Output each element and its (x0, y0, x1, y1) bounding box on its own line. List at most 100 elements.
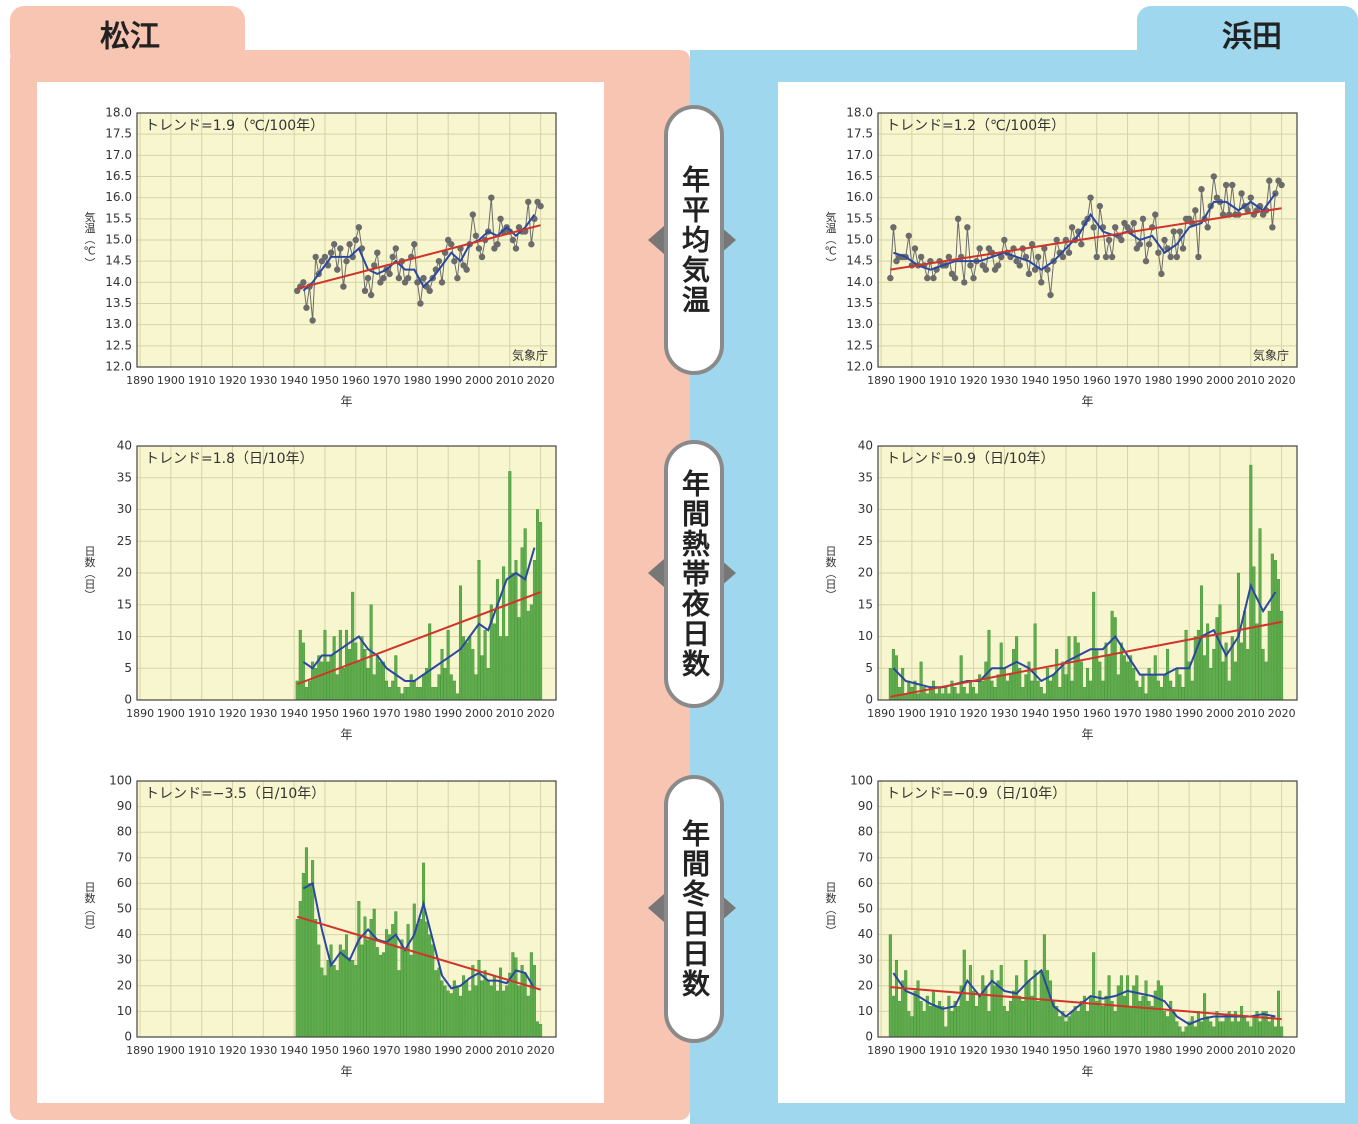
bar (965, 693, 969, 701)
y-tick-label: 14.0 (846, 275, 873, 289)
data-point (404, 274, 412, 282)
x-tick-label: 1940 (1021, 374, 1049, 387)
bar (1052, 674, 1056, 701)
data-point (414, 279, 421, 286)
bar (1203, 993, 1207, 1038)
bar (532, 560, 536, 701)
bar (1169, 680, 1173, 701)
bar (1221, 1021, 1225, 1038)
bar (495, 990, 499, 1038)
x-tick-label: 2000 (1206, 374, 1234, 387)
data-point (454, 274, 461, 282)
y-tick-label: 16.5 (105, 169, 132, 183)
data-point (327, 249, 335, 256)
data-point (1096, 202, 1104, 210)
bar (1240, 1006, 1244, 1038)
bar (919, 1000, 923, 1038)
x-tick-label: 1990 (434, 1044, 462, 1057)
bar (323, 629, 327, 701)
y-tick-label: 15.0 (105, 233, 132, 247)
y-tick-label: 60 (858, 876, 873, 890)
row-label: 年間熱帯夜日数 (664, 440, 724, 708)
bar (458, 585, 463, 701)
bar (993, 687, 997, 701)
y-tick-label: 10 (117, 1004, 132, 1018)
x-tick-label: 2000 (1206, 1044, 1234, 1057)
bar (452, 680, 456, 701)
x-tick-label: 2020 (1268, 707, 1296, 720)
y-tick-label: 17.5 (105, 127, 132, 141)
x-tick-label: 1960 (342, 707, 370, 720)
x-tick-label: 1930 (990, 707, 1018, 720)
bar (1166, 1016, 1170, 1038)
bar (431, 944, 435, 1038)
y-tick-label: 90 (858, 799, 873, 813)
bar (1212, 1026, 1216, 1038)
data-point (355, 224, 363, 231)
x-tick-label: 1980 (1144, 374, 1172, 387)
y-tick-label: 40 (117, 927, 132, 941)
bar (406, 924, 410, 1038)
bar (984, 661, 988, 701)
y-tick-label: 17.0 (105, 148, 132, 162)
data-point (340, 283, 347, 290)
bar (1184, 1026, 1188, 1038)
x-tick-label: 1940 (1021, 707, 1049, 720)
bar (1055, 649, 1059, 701)
x-tick-label: 1990 (1175, 707, 1203, 720)
bar (1218, 1021, 1222, 1038)
y-tick-label: 17.0 (846, 148, 873, 162)
bar (907, 680, 911, 701)
data-point (930, 274, 937, 282)
x-axis-label: 年 (1081, 395, 1093, 409)
data-point (1204, 224, 1211, 231)
bar (1240, 642, 1244, 701)
bar (304, 687, 308, 701)
y-tick-label: 15.5 (846, 211, 873, 225)
plot-frame (877, 112, 1298, 368)
data-point (1130, 219, 1137, 227)
x-tick-label: 1890 (126, 1044, 154, 1057)
bar (1015, 636, 1019, 701)
x-tick-label: 1940 (280, 1044, 308, 1057)
bar (375, 947, 379, 1038)
bar (403, 687, 407, 701)
x-axis-label: 年 (340, 1065, 352, 1079)
x-tick-label: 1910 (929, 374, 957, 387)
x-tick-label: 1940 (1021, 1044, 1049, 1057)
bar (360, 944, 364, 1038)
data-point (1145, 241, 1153, 248)
y-tick-label: 15 (858, 597, 873, 611)
data-point (497, 215, 504, 223)
x-tick-label: 1950 (311, 707, 339, 720)
x-tick-label: 2000 (1206, 707, 1234, 720)
bar (1163, 1011, 1167, 1038)
bar (1193, 636, 1197, 701)
x-tick-label: 1900 (898, 707, 926, 720)
bar (449, 993, 453, 1038)
data-point (300, 279, 307, 286)
bar (1030, 995, 1034, 1038)
data-point (337, 245, 344, 252)
data-point (1065, 249, 1073, 256)
bar (1209, 1021, 1213, 1038)
bar (1243, 1016, 1247, 1038)
x-tick-label: 1890 (867, 1044, 895, 1057)
bar (348, 649, 352, 701)
bar (1277, 579, 1281, 701)
y-tick-label: 0 (124, 1030, 132, 1044)
y-tick-label: 40 (858, 927, 873, 941)
data-point (509, 236, 517, 244)
y-tick-label: 13.0 (105, 317, 132, 331)
bar (1042, 934, 1046, 1038)
bar (1243, 610, 1247, 701)
row-label: 年間冬日日数 (664, 775, 724, 1043)
bar (344, 934, 349, 1038)
bar (1233, 661, 1237, 701)
trend-line (296, 224, 541, 290)
bar (1212, 649, 1216, 701)
bar (1178, 1026, 1182, 1038)
bar (385, 929, 389, 1038)
x-tick-label: 1910 (929, 1044, 957, 1057)
bar (1224, 1016, 1228, 1038)
